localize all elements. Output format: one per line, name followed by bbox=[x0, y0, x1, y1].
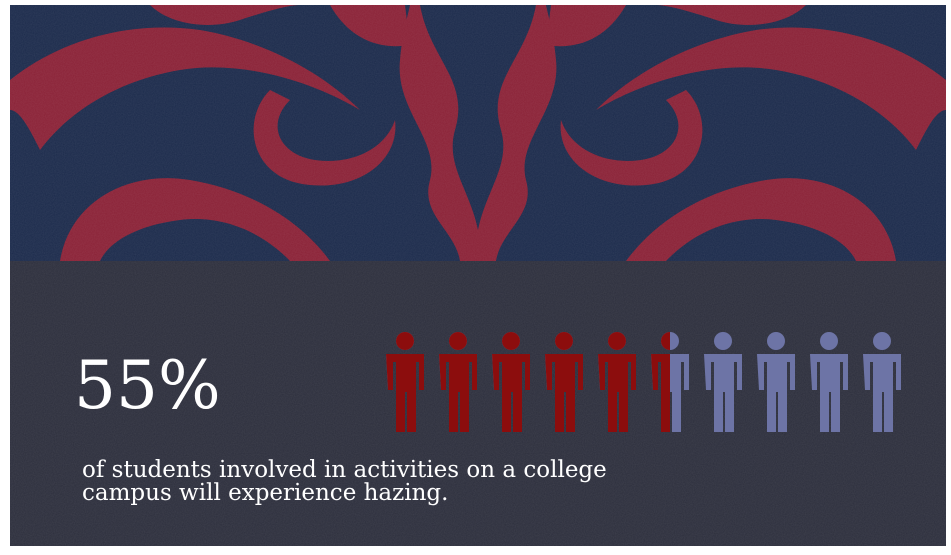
icon-head bbox=[767, 332, 785, 350]
icon-head bbox=[502, 332, 520, 350]
icon-head bbox=[608, 332, 626, 350]
banner-texture bbox=[10, 5, 946, 261]
icon-head bbox=[449, 332, 467, 350]
icon-head bbox=[820, 332, 838, 350]
caption-line: campus will experience hazing. bbox=[82, 480, 448, 506]
icon-head bbox=[555, 332, 573, 350]
icon-head bbox=[396, 332, 414, 350]
stat-label: 55% bbox=[74, 347, 221, 424]
infographic: 55% of students involved in activities o… bbox=[0, 0, 951, 555]
icon-head bbox=[714, 332, 732, 350]
page: 55% of students involved in activities o… bbox=[0, 0, 951, 555]
banner bbox=[10, 5, 946, 261]
icon-head bbox=[873, 332, 891, 350]
